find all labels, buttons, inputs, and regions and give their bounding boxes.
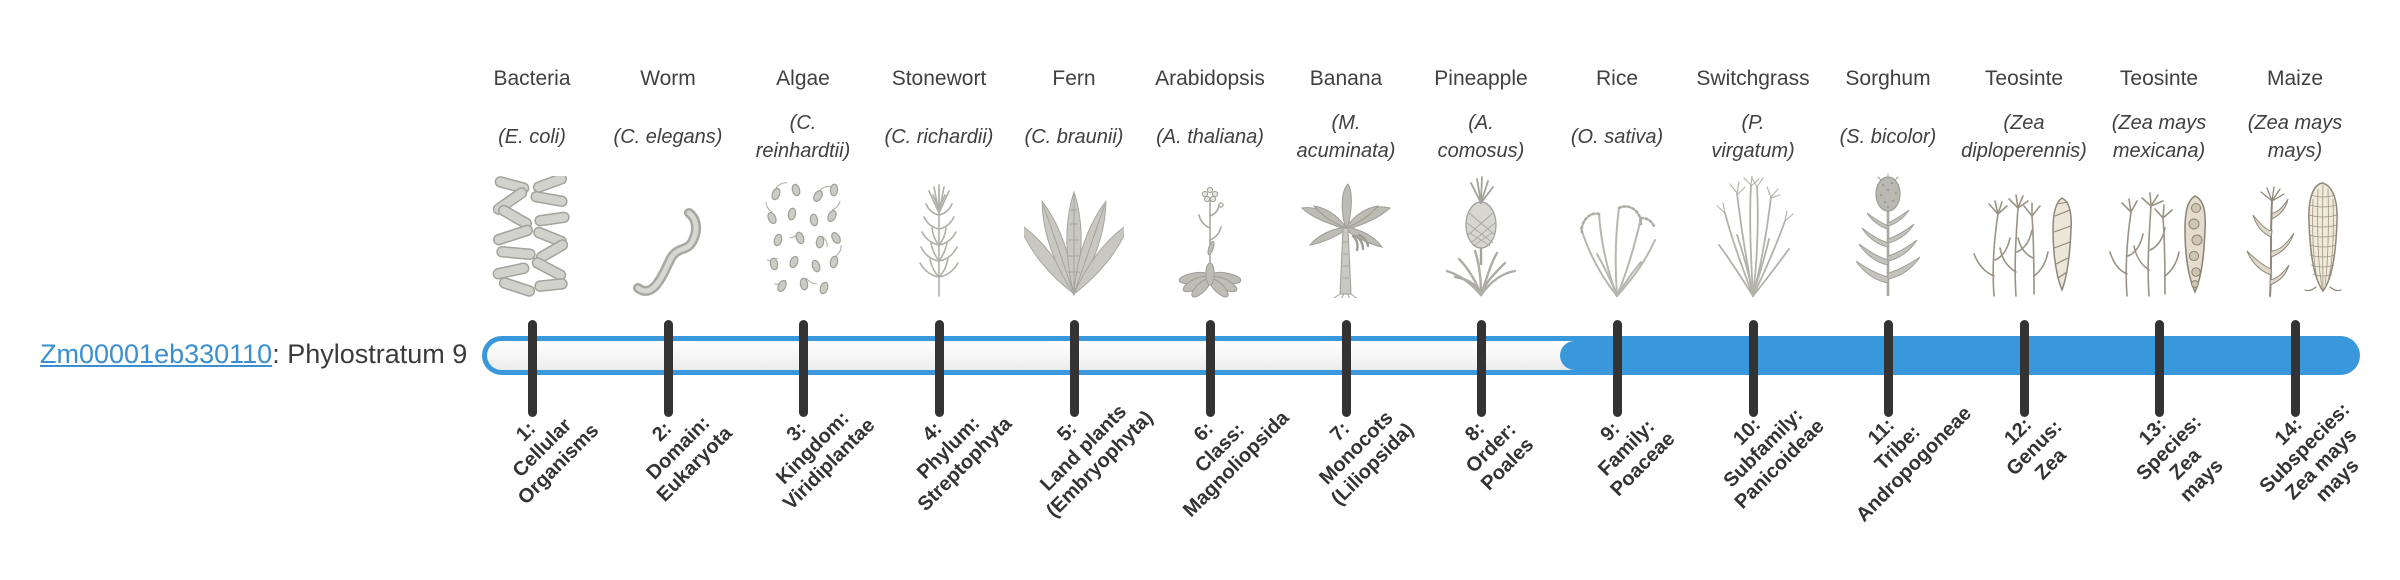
fern-icon [982,172,1166,298]
taxon-scientific-name: (Zea mays mays) [2247,112,2343,162]
stratum-label: 13: Species: Zea mays [2132,411,2228,507]
stratum-label: 11: Tribe: Andropogoneae [1852,402,1977,527]
taxon-common-name: Arabidopsis [1155,67,1265,90]
taxon-common-name: Maize [2266,67,2324,90]
taxon-common-name: Banana [1309,67,1383,90]
taxon-common-name: Teosinte [2119,67,2199,90]
stratum-label: 2: Domain: Eukaryota [641,411,737,507]
taxon-scientific-name: (P. virgatum) [1711,112,1795,162]
taxon-scientific-name: (A. comosus) [1437,112,1525,162]
teosinte-mexicana-icon [2067,172,2251,298]
phylostratum-tick [1476,320,1486,417]
maize-icon [2203,172,2387,298]
stratum-label: 12: Genus: Zea [1999,413,2071,485]
taxon-scientific-name: (C. braunii) [1024,126,1124,148]
taxon-common-name: Rice [1595,67,1638,90]
taxon-common-name: Teosinte [1984,67,2064,90]
switchgrass-icon [1661,172,1845,298]
phylostratum-tick [798,320,808,417]
taxon-scientific-name: (O. sativa) [1570,126,1664,148]
taxon-scientific-name: (Zea diploperennis) [1961,112,2087,162]
phylostratum-bar [482,336,2360,375]
stratum-label: 5: Land plants (Embryophyta) [1036,400,1158,522]
phylostratum-tick [2019,320,2029,417]
worm-icon [576,172,760,298]
taxon-common-name: Sorghum [1845,67,1931,90]
taxon-common-name: Bacteria [493,67,571,90]
gene-link[interactable]: Zm00001eb330110 [40,339,273,369]
arabidopsis-icon [1118,172,1302,298]
taxon-scientific-name: (C. richardii) [884,126,994,148]
taxon-common-name: Switchgrass [1696,67,1810,90]
phylostratum-tick [663,320,673,417]
taxon-scientific-name: (C. reinhardtii) [755,112,851,162]
stratum-label: 14: Subspecies: Zea mays mays [2255,398,2364,507]
stratum-label: 1: Cellular Organisms [508,414,604,510]
phylostratum-tick [2154,320,2164,417]
taxon-common-name: Algae [776,67,830,90]
stratum-label: 7: Monocots (Liliopsida) [1314,406,1418,510]
taxon-common-name: Fern [1052,67,1096,90]
phylostratum-tick [1205,320,1215,417]
taxon-scientific-name: (C. elegans) [613,126,723,148]
phylostratum-tick [934,320,944,417]
stratum-label: 8: Order: Poales [1460,417,1538,495]
stratum-label: 9: Family: Poaceae [1594,415,1680,501]
taxon-scientific-name: (M. acuminata) [1296,112,1396,162]
phylostratum-tick [527,320,537,417]
gene-label: Zm00001eb330110: Phylostratum 9 [40,338,467,370]
taxon-scientific-name: (A. thaliana) [1156,126,1264,148]
phylostratum-tick [2290,320,2300,417]
taxon-scientific-name: (S. bicolor) [1839,126,1937,148]
gene-phylostratum-text: : Phylostratum 9 [272,339,468,369]
algae-icon [711,172,895,298]
taxon-common-name: Worm [640,67,696,90]
taxon-common-name: Stonewort [891,67,987,90]
stratum-label: 10: Subfamily: Panicoideae [1719,404,1829,514]
stonewort-icon [847,172,1031,298]
sorghum-icon [1796,172,1980,298]
phylostratum-tick [1612,320,1622,417]
bacteria-icon [440,172,624,298]
phylostratum-tick [1748,320,1758,417]
rice-icon [1525,172,1709,298]
taxon-common-name: Pineapple [1434,67,1528,90]
taxon-scientific-name: (Zea mays mexicana) [2111,112,2207,162]
phylostratum-bar-fill [1560,341,2355,370]
stratum-label: 6: Class: Magnoliopsida [1179,407,1294,522]
banana-icon [1254,172,1438,298]
phylostratum-tick [1883,320,1893,417]
stratum-label: 4: Phylum: Streptophyta [913,412,1017,516]
phylostratum-tick [1069,320,1079,417]
phylostratum-tick [1341,320,1351,417]
pineapple-icon [1389,172,1573,298]
stratum-label: 3: Kingdom: Viridiplantae [772,407,880,515]
teosinte-diploperennis-icon [1932,172,2116,298]
taxon-scientific-name: (E. coli) [498,126,566,148]
